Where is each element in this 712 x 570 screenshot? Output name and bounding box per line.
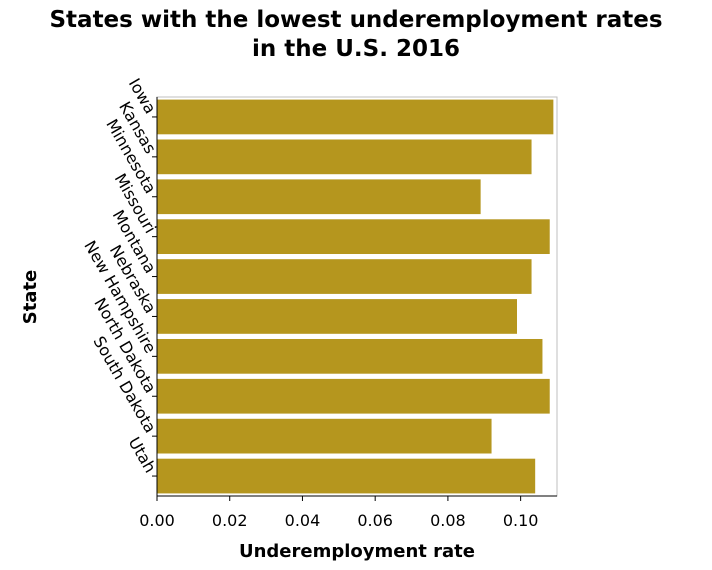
chart-title-line-1: States with the lowest underemployment r… xyxy=(49,7,663,33)
x-tick-label: 0.06 xyxy=(357,511,393,530)
bar-south-dakota xyxy=(157,418,492,454)
x-tick-label: 0.00 xyxy=(139,511,175,530)
y-tick-label: Utah xyxy=(125,434,160,476)
y-axis-ticks: IowaKansasMinnesotaMissouriMontanaNebras… xyxy=(80,75,160,477)
bar-new-hampshire xyxy=(157,338,543,374)
bars-group xyxy=(157,99,554,494)
x-axis-ticks: 0.00 0.02 0.04 0.06 0.08 0.10 xyxy=(139,496,538,530)
bar-montana xyxy=(157,259,532,294)
bar-missouri xyxy=(157,219,550,255)
bar-kansas xyxy=(157,139,532,175)
x-tick-label: 0.02 xyxy=(212,511,248,530)
bar-nebraska xyxy=(157,299,517,334)
x-axis-title: Underemployment rate xyxy=(239,541,475,562)
bar-utah xyxy=(157,458,536,494)
bar-minnesota xyxy=(157,179,481,215)
x-tick-label: 0.10 xyxy=(503,511,539,530)
bar-iowa xyxy=(157,99,554,135)
x-tick-label: 0.08 xyxy=(430,511,466,530)
x-tick-label: 0.04 xyxy=(285,511,321,530)
bar-north-dakota xyxy=(157,378,550,414)
y-axis-title: State xyxy=(20,270,41,325)
chart-title: States with the lowest underemployment r… xyxy=(0,6,712,64)
chart-title-line-2: in the U.S. 2016 xyxy=(252,36,460,62)
